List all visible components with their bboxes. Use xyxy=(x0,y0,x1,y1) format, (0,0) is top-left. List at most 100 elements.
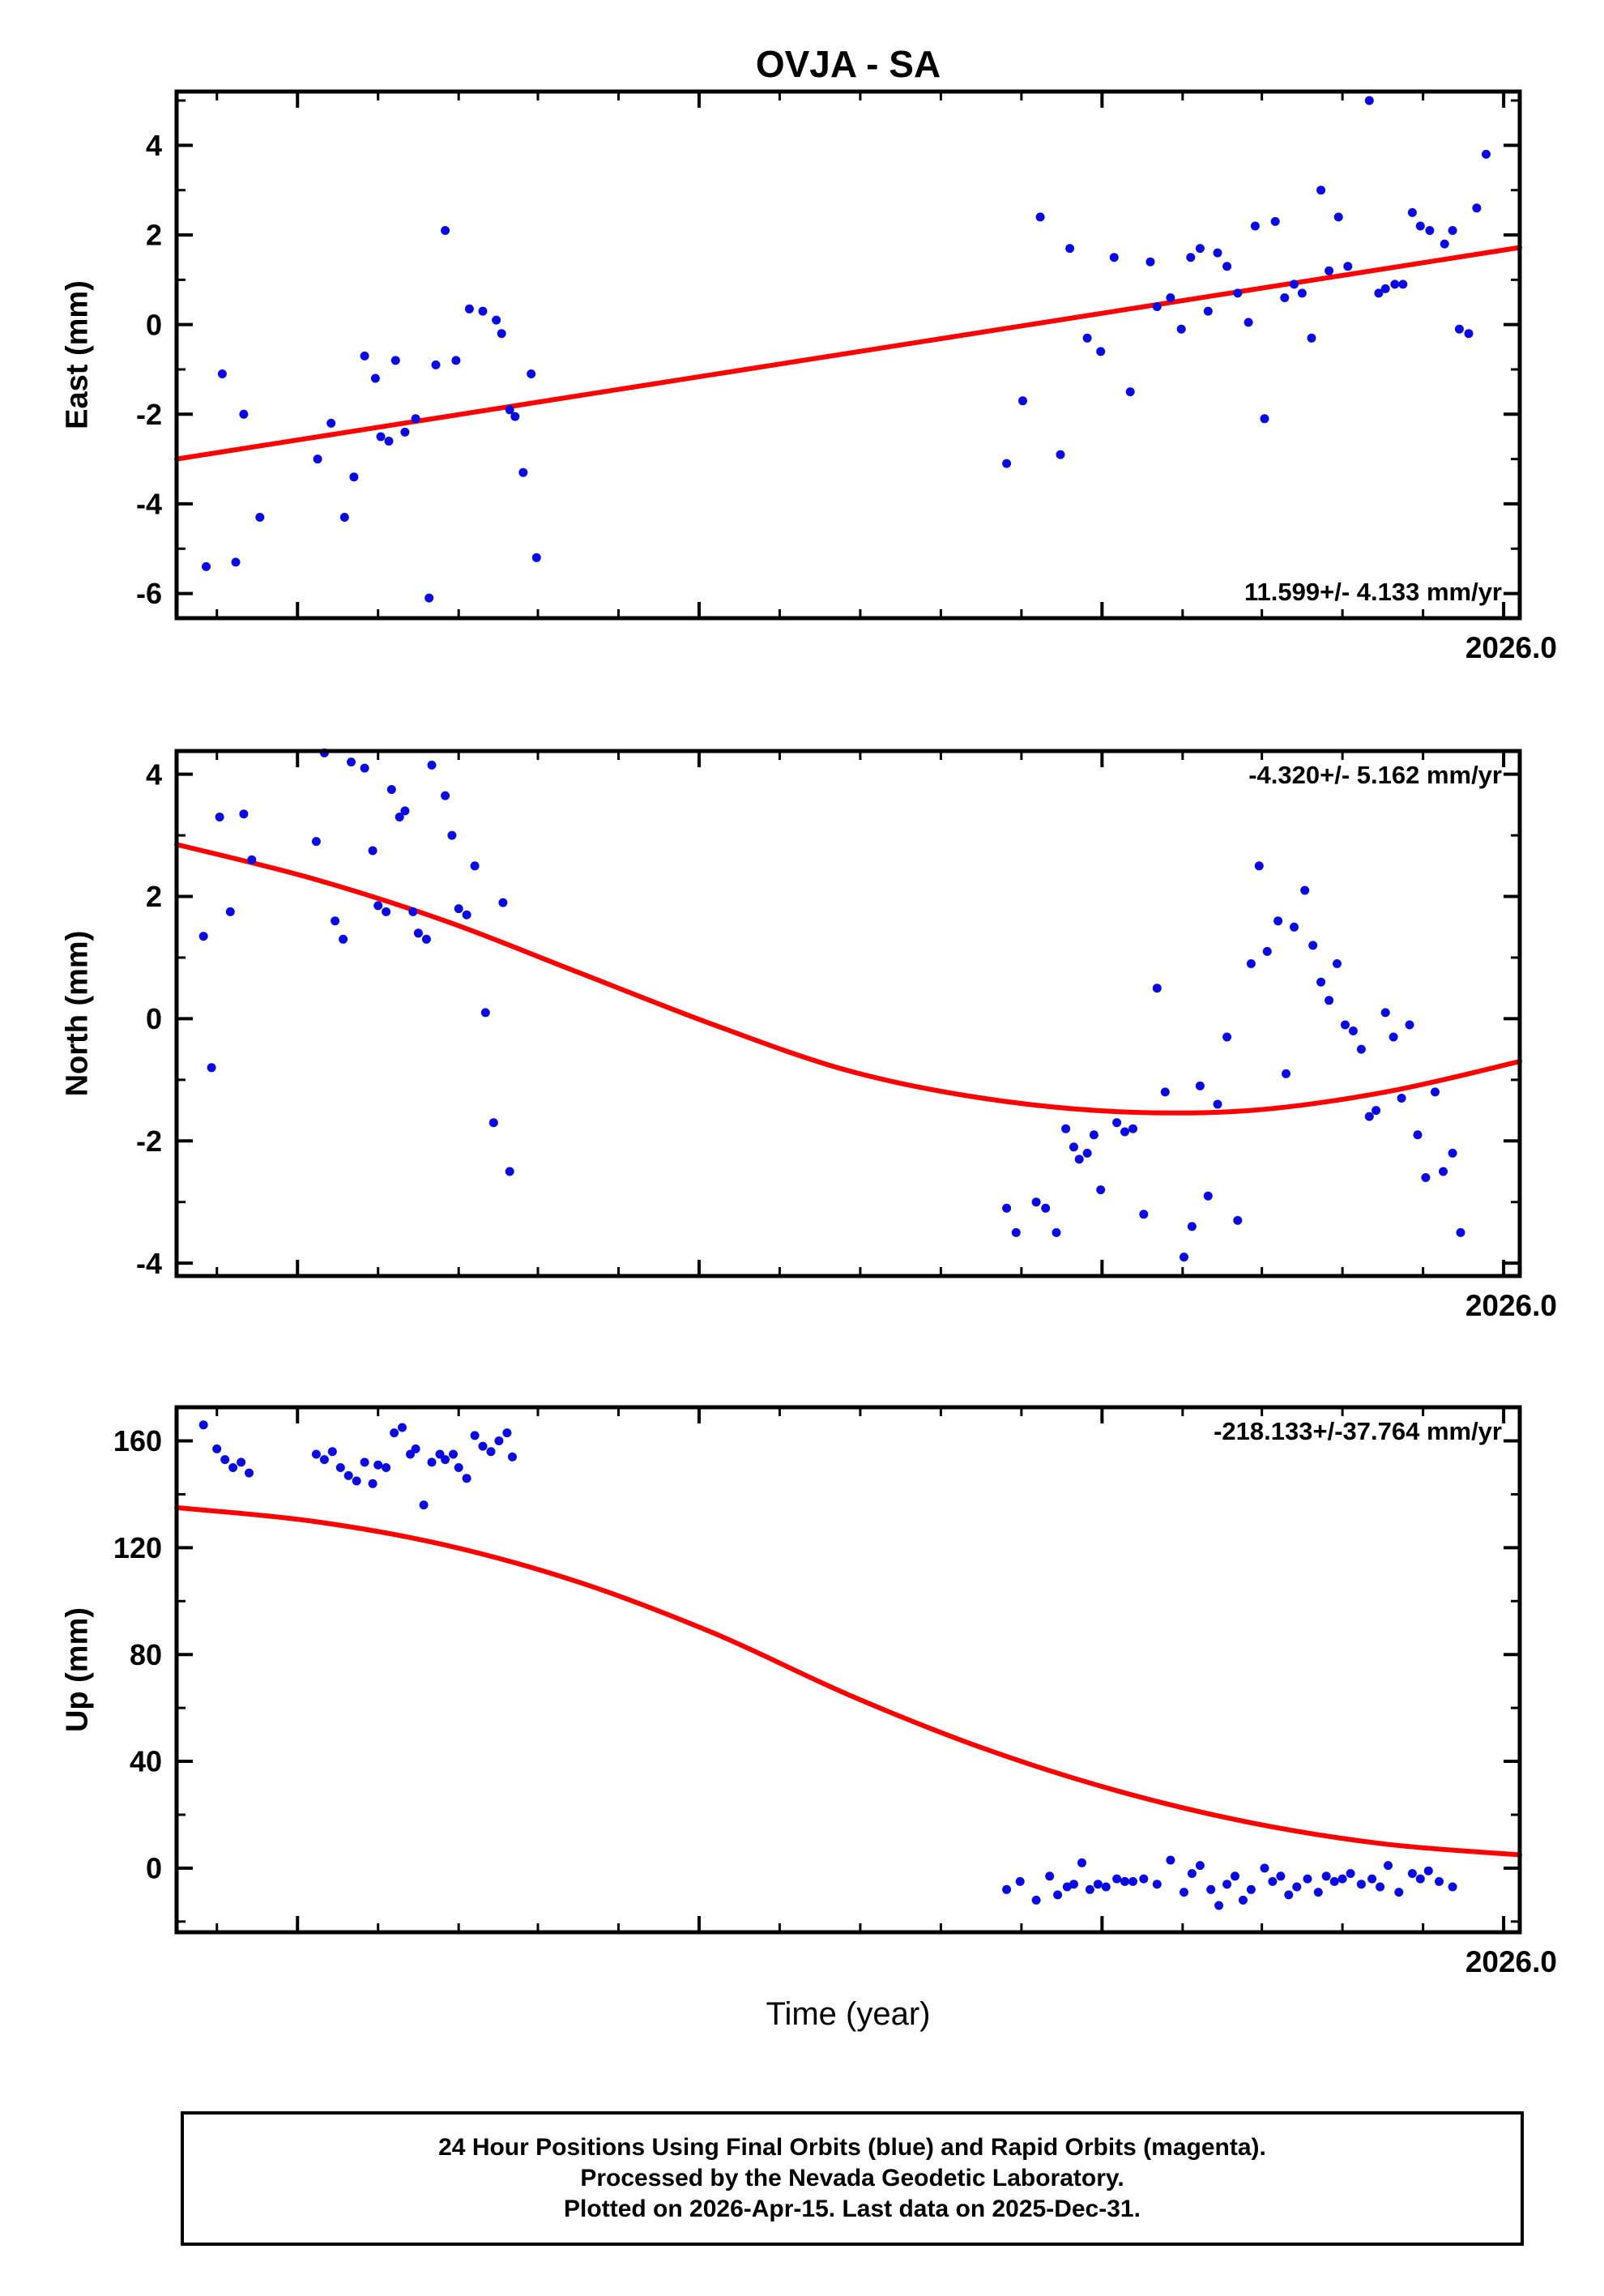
data-point xyxy=(1176,324,1186,334)
data-point xyxy=(1343,262,1353,271)
data-point xyxy=(1425,226,1435,235)
up-xaxis-max-label: 2026.0 xyxy=(1465,1945,1557,1978)
data-point xyxy=(1018,396,1027,406)
data-point xyxy=(494,1436,504,1445)
data-point xyxy=(492,315,501,325)
data-point xyxy=(498,898,508,907)
east-axis-label: East (mm) xyxy=(60,280,95,429)
data-point xyxy=(319,1455,329,1465)
data-point xyxy=(1096,347,1106,356)
data-point xyxy=(1284,1890,1294,1900)
data-point xyxy=(1380,284,1390,293)
data-point xyxy=(1031,1895,1041,1905)
data-point xyxy=(1082,333,1092,343)
data-point xyxy=(1250,221,1260,231)
y-tick-label: 2 xyxy=(146,219,162,252)
data-point xyxy=(1065,244,1075,254)
data-point xyxy=(1290,280,1299,289)
footer-line: 24 Hour Positions Using Final Orbits (bl… xyxy=(438,2134,1266,2161)
y-tick-label: 0 xyxy=(146,1851,162,1884)
data-point xyxy=(1089,1130,1098,1140)
scatter-points xyxy=(198,1420,1457,1910)
data-point xyxy=(486,1447,496,1457)
y-tick-label: 4 xyxy=(146,129,162,162)
data-point xyxy=(1356,1044,1366,1054)
data-point xyxy=(1440,239,1449,249)
data-point xyxy=(1448,1882,1457,1892)
data-point xyxy=(1222,1880,1232,1889)
data-point xyxy=(1222,1032,1232,1042)
y-tick-label: -2 xyxy=(136,398,162,431)
data-point xyxy=(1280,293,1290,302)
data-point xyxy=(1002,459,1012,468)
data-point xyxy=(311,837,321,847)
data-point xyxy=(326,418,336,428)
data-point xyxy=(1180,1888,1188,1897)
data-point xyxy=(431,360,441,369)
data-point xyxy=(1273,916,1283,926)
data-point xyxy=(462,910,471,920)
data-point xyxy=(502,1428,512,1438)
data-point xyxy=(1120,1876,1129,1886)
data-point xyxy=(1213,1099,1222,1109)
data-point xyxy=(451,356,461,365)
east-chart-panel: -6 -4 -2 0 2 4 11.599+/- 4.133 mm/yr xyxy=(136,89,1522,621)
axis-tick-labels: 0 40 80 120 160 xyxy=(113,1424,162,1884)
data-point xyxy=(1308,941,1318,950)
data-point xyxy=(352,1476,361,1486)
data-point xyxy=(370,373,380,383)
data-point xyxy=(313,455,322,464)
data-point xyxy=(427,760,437,770)
data-point xyxy=(527,369,536,378)
data-point xyxy=(390,356,400,365)
data-point xyxy=(1035,212,1045,222)
data-point xyxy=(1031,1197,1041,1207)
data-point xyxy=(421,934,431,944)
axis-tick-labels: -4 -2 0 2 4 xyxy=(136,758,162,1279)
data-point xyxy=(531,553,541,562)
data-point xyxy=(386,785,396,794)
data-point xyxy=(1372,1106,1381,1116)
north-chart: -4 -2 0 2 4 xyxy=(136,748,1522,1280)
scatter-points xyxy=(202,96,1491,603)
data-point xyxy=(419,1500,429,1510)
y-tick-label: 80 xyxy=(130,1638,162,1671)
data-point xyxy=(1056,450,1065,459)
data-point xyxy=(1246,1884,1256,1894)
y-tick-label: 40 xyxy=(130,1745,162,1778)
data-point xyxy=(1292,1882,1302,1892)
y-tick-label: 160 xyxy=(113,1424,162,1457)
plot-border xyxy=(174,89,1522,621)
data-point xyxy=(488,1118,498,1128)
data-point xyxy=(339,513,349,522)
data-point xyxy=(347,758,356,767)
data-point xyxy=(1415,221,1425,231)
data-point xyxy=(1077,1858,1086,1867)
data-point xyxy=(1394,1888,1404,1897)
data-point xyxy=(245,1468,254,1478)
data-point xyxy=(497,329,506,339)
data-point xyxy=(478,306,488,316)
east-chart: -6 -4 -2 0 2 4 xyxy=(136,89,1522,621)
data-point xyxy=(1069,1142,1078,1152)
east-rate-annotation: 11.599+/- 4.133 mm/yr xyxy=(1244,578,1502,606)
y-tick-label: -4 xyxy=(136,1247,162,1280)
data-point xyxy=(335,1463,345,1472)
data-point xyxy=(1464,329,1474,339)
data-point xyxy=(1423,1866,1433,1876)
north-chart-panel: -4 -2 0 2 4 -4.320+/- 5.162 mm/yr xyxy=(136,748,1522,1280)
data-point xyxy=(1254,861,1264,871)
data-point xyxy=(360,351,369,361)
data-point xyxy=(1002,1203,1012,1213)
data-point xyxy=(239,409,249,419)
data-point xyxy=(1356,1880,1366,1889)
data-point xyxy=(1139,1210,1149,1219)
y-tick-label: -2 xyxy=(136,1125,162,1158)
data-point xyxy=(1213,248,1222,258)
data-point xyxy=(1112,1874,1122,1884)
data-point xyxy=(1364,96,1374,105)
data-point xyxy=(508,1452,517,1462)
data-point xyxy=(1187,1869,1197,1878)
data-point xyxy=(1053,1890,1063,1900)
data-point xyxy=(1300,886,1310,895)
